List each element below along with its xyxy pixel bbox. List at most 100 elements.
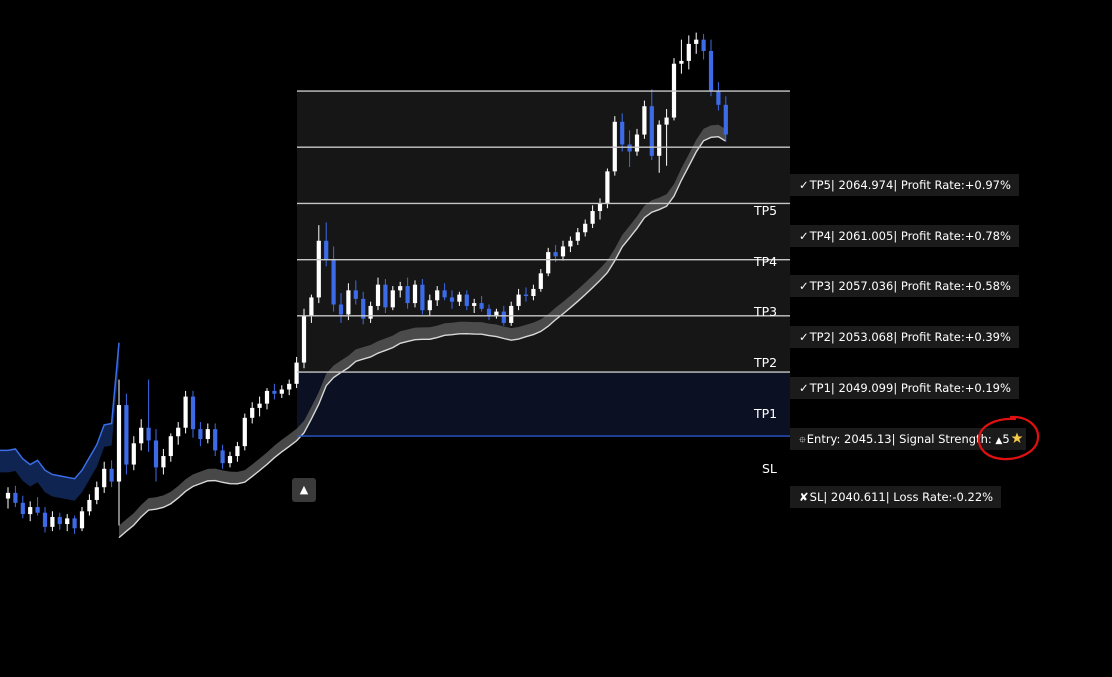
candle-body xyxy=(5,492,11,499)
candle-body xyxy=(605,171,610,204)
candle xyxy=(472,298,477,314)
candle-body xyxy=(531,288,536,297)
candle xyxy=(139,419,144,451)
candle xyxy=(612,116,617,176)
check-icon: ✓ xyxy=(799,279,809,293)
candle xyxy=(264,388,270,410)
candle xyxy=(353,280,358,305)
candle-body xyxy=(694,39,699,44)
candle-body xyxy=(464,294,469,306)
check-icon: ✓ xyxy=(799,381,809,395)
candle-body xyxy=(168,436,173,457)
candle-body xyxy=(153,440,159,468)
candle-body xyxy=(294,362,299,384)
candle-body xyxy=(412,284,418,304)
candle-body xyxy=(176,427,181,437)
candle-body xyxy=(472,303,477,306)
candle xyxy=(546,247,551,277)
candle-body xyxy=(102,468,107,488)
candle-body xyxy=(324,240,329,260)
candle-body xyxy=(708,50,714,91)
candle-body xyxy=(553,252,558,257)
candle-body xyxy=(590,211,595,224)
candle-body xyxy=(205,429,210,440)
candle-body xyxy=(375,284,381,306)
candle xyxy=(153,429,159,482)
candle xyxy=(87,494,92,516)
candle xyxy=(131,436,136,471)
star-icon xyxy=(1011,432,1023,443)
crosshair-icon: ⯐ xyxy=(799,436,806,446)
candle xyxy=(42,507,48,533)
candle xyxy=(190,390,196,438)
candle xyxy=(227,451,233,468)
entry-tag: ⯐Entry: 2045.13| Signal Strength: ▲5 xyxy=(790,428,1026,450)
trail-band-edge xyxy=(118,136,727,539)
candle-body xyxy=(353,290,358,299)
candle xyxy=(213,423,218,457)
candle-body xyxy=(242,417,247,447)
candle xyxy=(716,82,721,111)
candle xyxy=(257,396,262,417)
candle xyxy=(294,356,299,389)
candle-body xyxy=(264,390,270,404)
candle xyxy=(183,390,188,434)
check-icon: ✓ xyxy=(799,178,809,192)
candle xyxy=(583,219,588,237)
candle xyxy=(65,514,70,532)
candle-body xyxy=(257,403,262,408)
candle xyxy=(605,168,610,209)
candle-body xyxy=(50,516,55,527)
sl-zone xyxy=(297,372,790,437)
candle xyxy=(568,236,573,253)
candle xyxy=(390,286,395,311)
candle-body xyxy=(57,516,62,525)
candle-body xyxy=(657,124,662,156)
candle-body xyxy=(494,311,499,316)
candle xyxy=(701,33,706,60)
candle xyxy=(686,35,691,70)
candle xyxy=(72,515,77,534)
zone-label-tp3: TP3 xyxy=(754,304,778,319)
tp2-text: TP2| 2053.068| Profit Rate:+0.39% xyxy=(809,330,1011,344)
candle-body xyxy=(272,390,277,394)
candle-body xyxy=(716,90,721,105)
candle xyxy=(287,379,292,396)
candle xyxy=(620,113,625,152)
candle-body xyxy=(390,290,395,308)
candle xyxy=(509,301,514,326)
candle-body xyxy=(516,294,521,306)
candle xyxy=(13,485,18,508)
cross-icon: ✘ xyxy=(799,490,809,504)
candle-body xyxy=(435,290,440,301)
candle-body xyxy=(538,273,543,289)
candle-body xyxy=(331,259,336,305)
tp2-tag: ✓TP2| 2053.068| Profit Rate:+0.39% xyxy=(790,326,1019,348)
candle-body xyxy=(301,315,307,363)
candle-body xyxy=(583,223,588,233)
candle xyxy=(5,487,11,509)
candle xyxy=(398,281,403,298)
candle xyxy=(694,32,699,54)
candle-body xyxy=(109,468,114,482)
candle xyxy=(279,385,284,398)
candle xyxy=(20,495,25,519)
candle xyxy=(516,288,521,311)
candle xyxy=(634,128,640,156)
candle-body xyxy=(405,286,410,304)
zone-label-tp4: TP4 xyxy=(754,254,778,269)
candle xyxy=(642,100,647,139)
candle xyxy=(679,39,684,74)
candle-body xyxy=(627,144,632,152)
candle xyxy=(627,130,632,168)
sl-tag: ✘SL| 2040.611| Loss Rate:-0.22% xyxy=(790,486,1002,508)
candle xyxy=(338,293,344,323)
candle xyxy=(435,286,440,306)
candle-body xyxy=(546,252,551,274)
candle-body xyxy=(198,429,203,440)
candle xyxy=(301,308,307,369)
candle xyxy=(94,481,99,505)
check-icon: ✓ xyxy=(799,330,809,344)
buy-signal-marker: ▲ xyxy=(292,478,316,502)
tp4-tag: ✓TP4| 2061.005| Profit Rate:+0.78% xyxy=(790,225,1019,247)
